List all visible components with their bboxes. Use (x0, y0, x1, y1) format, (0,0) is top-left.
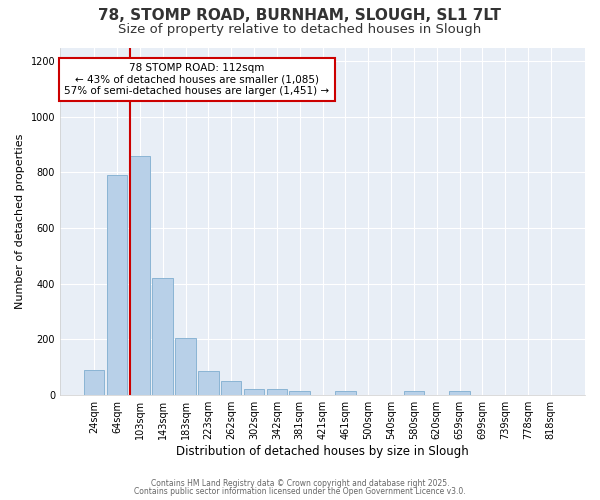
Bar (175, 338, 196, 394)
Bar (449, 392, 470, 394)
Bar (244, 389, 264, 394)
Y-axis label: Number of detached properties: Number of detached properties (15, 134, 25, 309)
Bar (335, 392, 356, 394)
Text: Contains public sector information licensed under the Open Government Licence v3: Contains public sector information licen… (134, 487, 466, 496)
Bar (289, 390, 310, 394)
Bar (152, 278, 173, 394)
Bar (266, 389, 287, 394)
Bar (130, 156, 150, 394)
Text: 78 STOMP ROAD: 112sqm
← 43% of detached houses are smaller (1,085)
57% of semi-d: 78 STOMP ROAD: 112sqm ← 43% of detached … (64, 63, 329, 96)
X-axis label: Distribution of detached houses by size in Slough: Distribution of detached houses by size … (176, 444, 469, 458)
Bar (198, 371, 218, 394)
Text: Size of property relative to detached houses in Slough: Size of property relative to detached ho… (118, 22, 482, 36)
Bar (404, 392, 424, 394)
Text: Contains HM Land Registry data © Crown copyright and database right 2025.: Contains HM Land Registry data © Crown c… (151, 478, 449, 488)
Bar (84, 370, 104, 394)
Bar (107, 176, 127, 394)
Bar (221, 382, 241, 394)
Text: 78, STOMP ROAD, BURNHAM, SLOUGH, SL1 7LT: 78, STOMP ROAD, BURNHAM, SLOUGH, SL1 7LT (98, 8, 502, 22)
